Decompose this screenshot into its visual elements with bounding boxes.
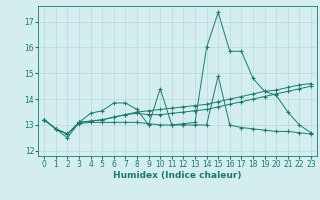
X-axis label: Humidex (Indice chaleur): Humidex (Indice chaleur) [113, 171, 242, 180]
